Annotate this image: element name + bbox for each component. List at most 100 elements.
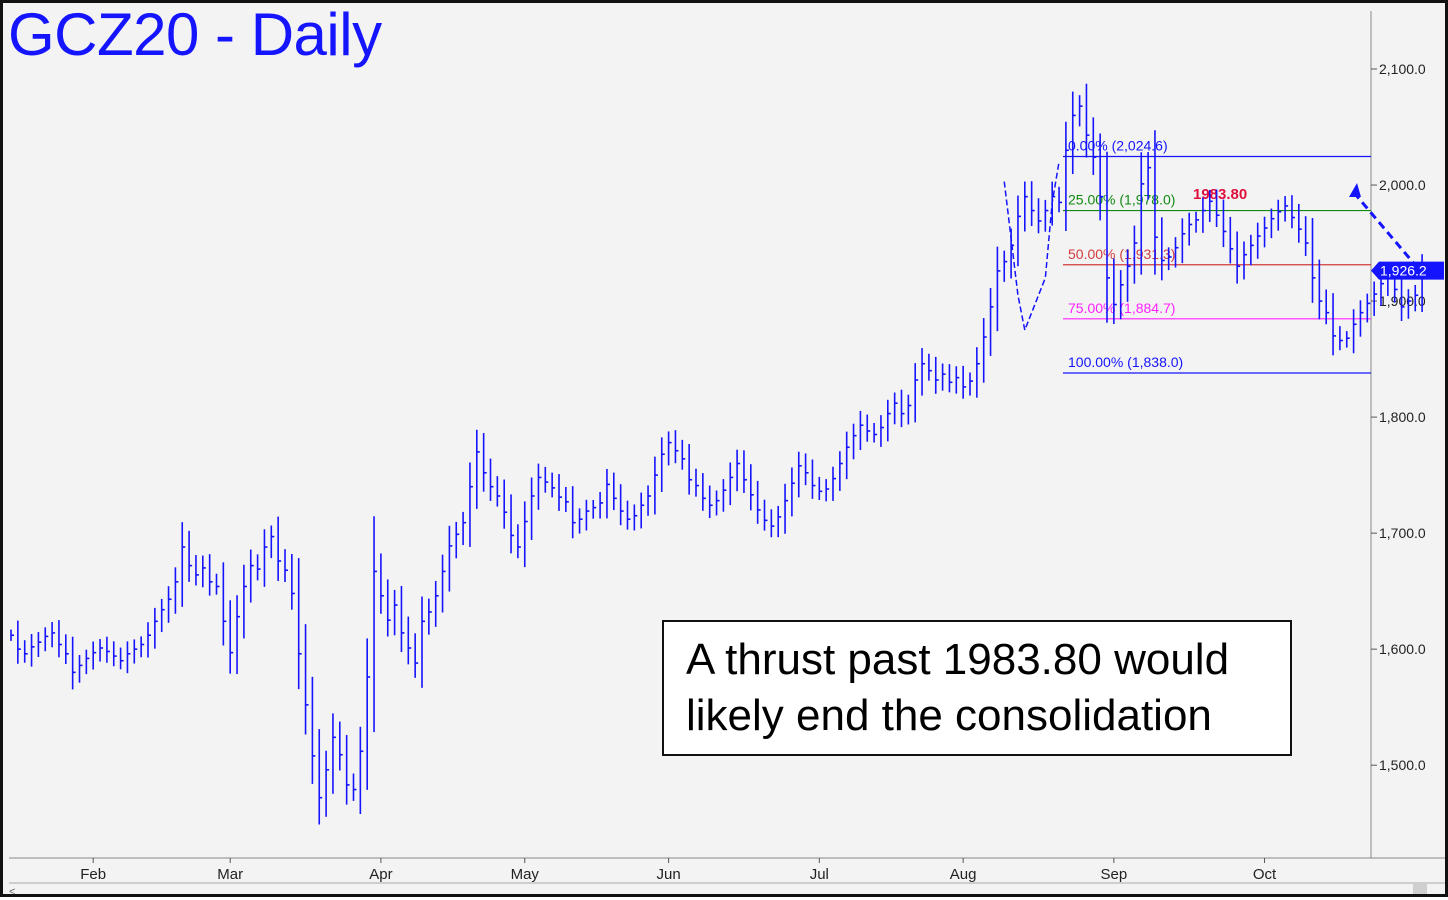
ohlc-bar-24 — [174, 567, 179, 614]
ohlc-bar-75 — [523, 501, 528, 568]
ohlc-bar-14 — [106, 636, 110, 663]
ohlc-bar-169 — [1167, 247, 1172, 271]
ohlc-bar-98 — [681, 439, 686, 470]
ohlc-bar-45 — [318, 729, 323, 825]
ohlc-bar-141 — [976, 347, 980, 398]
ohlc-bar-90 — [626, 500, 631, 530]
ohlc-bar-123 — [852, 423, 857, 460]
ohlc-bar-181 — [1250, 234, 1254, 266]
ohlc-bar-100 — [695, 468, 699, 497]
ohlc-bar-88 — [612, 472, 617, 511]
ohlc-bar-7 — [58, 620, 62, 658]
ohlc-bar-77 — [537, 463, 542, 510]
ohlc-bar-59 — [414, 633, 419, 678]
ohlc-bar-129 — [893, 392, 898, 425]
ohlc-bar-20 — [147, 622, 151, 658]
scroll-left-arrow[interactable]: < — [9, 886, 15, 898]
ohlc-bar-19 — [140, 636, 145, 658]
last-price-tag — [1371, 261, 1444, 280]
ohlc-bar-93 — [647, 485, 652, 516]
last-price-marker: 1,926.2 — [1371, 261, 1444, 280]
ohlc-bar-95 — [660, 437, 665, 492]
ohlc-bar-154 — [1065, 121, 1069, 231]
ohlc-bar-113 — [784, 483, 789, 534]
ohlc-bar-32 — [229, 600, 234, 674]
ohlc-bar-35 — [249, 549, 254, 603]
ohlc-bar-118 — [818, 476, 823, 500]
ohlc-bar-177 — [1222, 199, 1227, 248]
ohlc-bar-109 — [756, 480, 761, 524]
ohlc-bar-69 — [482, 433, 487, 492]
ohlc-bar-33 — [236, 595, 241, 675]
ohlc-bar-5 — [44, 627, 49, 652]
ohlc-bar-133 — [921, 348, 926, 396]
ohlc-bar-114 — [791, 467, 795, 517]
ohlc-bar-192 — [1325, 289, 1330, 325]
ohlc-bar-39 — [277, 516, 282, 581]
ohlc-bar-51 — [359, 726, 364, 815]
swing-path — [1003, 161, 1060, 333]
ohlc-bar-185 — [1277, 199, 1282, 231]
plot-area-borders: < — [9, 11, 1445, 898]
ohlc-bar-196 — [1352, 309, 1357, 354]
ohlc-bar-147 — [1017, 195, 1021, 267]
ohlc-bar-86 — [599, 491, 604, 519]
y-tick-label-0: 1,500.0 — [1379, 757, 1426, 773]
ohlc-bar-126 — [873, 422, 878, 443]
ohlc-bar-132 — [914, 363, 919, 423]
ohlc-bar-145 — [1003, 250, 1008, 282]
ohlc-bar-121 — [839, 451, 843, 491]
y-tick-label-5: 2,000.0 — [1379, 177, 1426, 193]
ohlc-bar-193 — [1332, 293, 1337, 356]
ohlc-bar-170 — [1174, 237, 1179, 268]
ohlc-bar-1 — [17, 620, 21, 664]
ohlc-bar-73 — [510, 494, 515, 554]
scroll-thumb[interactable] — [1413, 883, 1427, 894]
fib-label-0: 0.00% (2,024.6) — [1068, 137, 1168, 153]
ohlc-bar-22 — [160, 598, 165, 633]
ohlc-bar-29 — [208, 554, 213, 596]
ohlc-bar-26 — [188, 530, 193, 582]
ohlc-bar-60 — [421, 596, 425, 688]
ohlc-bar-171 — [1181, 218, 1186, 264]
ohlc-bar-131 — [907, 394, 912, 425]
ohlc-bar-136 — [941, 363, 946, 391]
ohlc-bar-191 — [1318, 259, 1323, 320]
ohlc-bar-194 — [1339, 326, 1343, 351]
ohlc-bar-84 — [585, 499, 590, 531]
ohlc-bar-107 — [743, 450, 747, 493]
ohlc-bar-15 — [112, 641, 117, 667]
x-tick-label-3: May — [511, 866, 540, 883]
ohlc-bar-151 — [1044, 199, 1049, 232]
ohlc-bar-142 — [982, 318, 987, 383]
ohlc-bar-6 — [51, 622, 56, 648]
ohlc-bar-10 — [78, 655, 83, 683]
ohlc-bar-64 — [448, 525, 453, 592]
ohlc-bar-150 — [1037, 198, 1042, 234]
ohlc-bar-122 — [845, 431, 850, 480]
ohlc-bar-164 — [1133, 225, 1138, 284]
ohlc-bar-82 — [571, 486, 576, 539]
ohlc-bar-49 — [345, 735, 350, 805]
ohlc-bar-144 — [996, 246, 1001, 332]
ohlc-bar-104 — [722, 479, 727, 512]
ohlc-bar-138 — [955, 366, 960, 394]
ohlc-bar-168 — [1161, 217, 1165, 281]
ohlc-bar-197 — [1359, 300, 1364, 337]
target-price-label: 1983.80 — [1193, 186, 1247, 203]
ohlc-bar-18 — [133, 639, 138, 664]
ohlc-bar-44 — [311, 676, 316, 784]
ohlc-bar-74 — [517, 524, 521, 559]
y-axis-ticks: 1,500.0 1,600.0 1,700.0 1,800.0 1,900.0 2,000… — [1371, 61, 1426, 773]
ohlc-bar-67 — [469, 462, 473, 547]
ohlc-bar-3 — [30, 634, 35, 667]
ohlc-bar-134 — [928, 353, 932, 381]
ohlc-bar-47 — [332, 713, 336, 794]
ohlc-bar-205 — [1414, 285, 1419, 312]
ohlc-bar-53 — [373, 516, 378, 733]
ohlc-bar-116 — [804, 453, 809, 486]
ohlc-bar-120 — [832, 466, 836, 501]
ohlc-bar-66 — [462, 511, 467, 546]
ohlc-bar-56 — [393, 589, 398, 636]
